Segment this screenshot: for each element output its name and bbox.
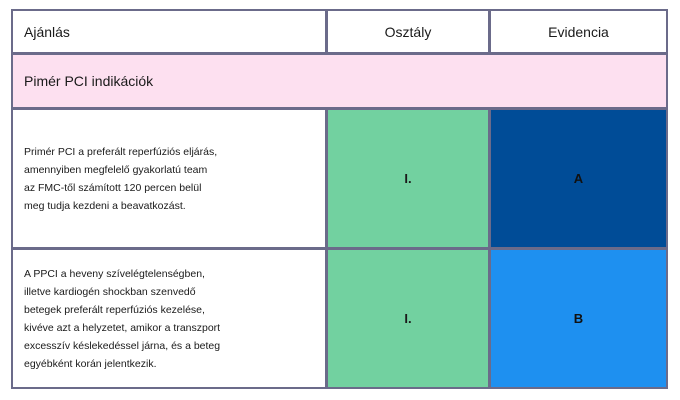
header-evidence: Evidencia bbox=[491, 11, 666, 52]
table-row-2-class: I. bbox=[328, 250, 488, 387]
table-row-1-class: I. bbox=[328, 110, 488, 247]
recommendation-line: az FMC-től számított 120 percen belül bbox=[24, 181, 202, 194]
section-title: Pimér PCI indikációk bbox=[13, 55, 666, 107]
header-class: Osztály bbox=[328, 11, 488, 52]
recommendation-line: meg tudja kezdeni a beavatkozást. bbox=[24, 199, 186, 212]
table-row-1-evidence: A bbox=[491, 110, 666, 247]
recommendation-line: amennyiben megfelelő gyakorlatú team bbox=[24, 163, 208, 176]
recommendation-line: Primér PCI a preferált reperfúziós eljár… bbox=[24, 145, 218, 158]
recommendation-line: illetve kardiogén shockban szenvedő bbox=[24, 285, 196, 298]
recommendation-line: A PPCI a heveny szívelégtelenségben, bbox=[24, 267, 205, 280]
recommendation-line: excesszív késlekedéssel járna, és a bete… bbox=[24, 339, 221, 352]
table-row-2-recommendation: A PPCI a heveny szívelégtelenségben, ill… bbox=[13, 250, 325, 387]
table-row-1-recommendation: Primér PCI a preferált reperfúziós eljár… bbox=[13, 110, 325, 247]
recommendation-line: betegek preferált reperfúziós kezelése, bbox=[24, 303, 205, 316]
table-row-2-evidence: B bbox=[491, 250, 666, 387]
recommendation-line: egyébként korán jelentkezik. bbox=[24, 357, 157, 370]
recommendation-table: Ajánlás Osztály Evidencia Pimér PCI indi… bbox=[11, 9, 668, 389]
header-recommendation: Ajánlás bbox=[13, 11, 325, 52]
recommendation-line: kivéve azt a helyzetet, amikor a transzp… bbox=[24, 321, 221, 334]
